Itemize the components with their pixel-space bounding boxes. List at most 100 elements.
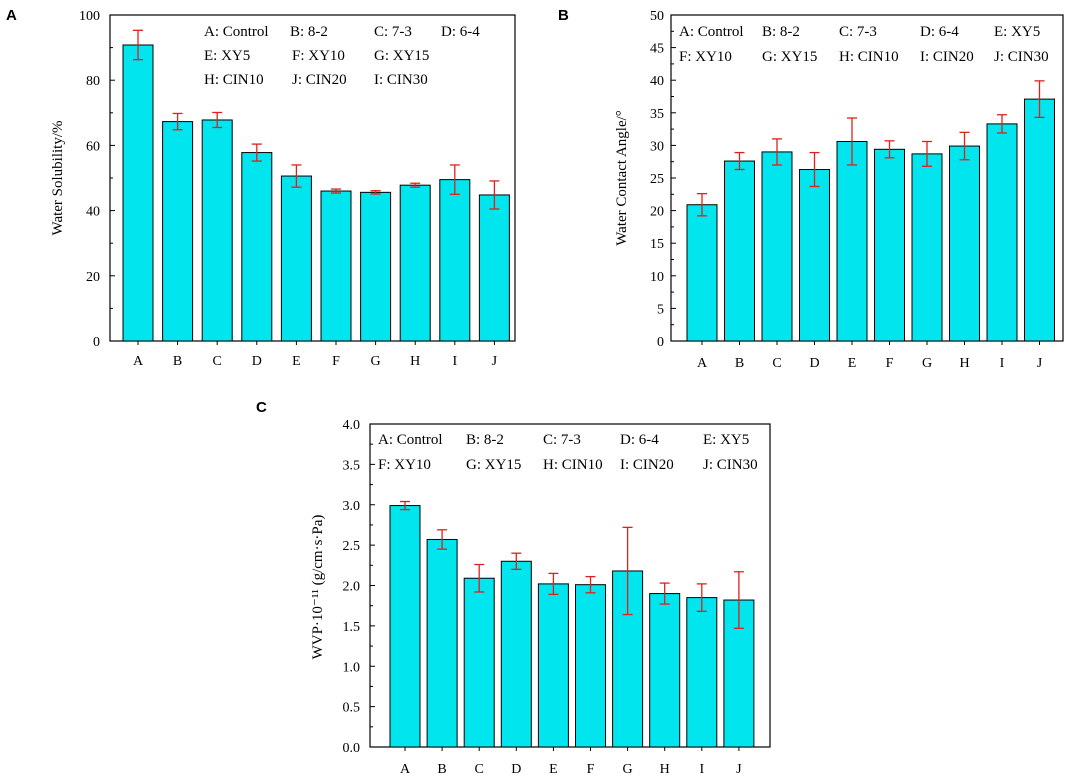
legend-entry: F: XY10: [378, 457, 431, 473]
error-bar-c-a: [400, 500, 410, 511]
x-tick-label: G: [371, 354, 381, 369]
legend-entry: J: CIN30: [703, 457, 758, 473]
y-tick-label: 2.5: [343, 539, 361, 554]
error-bar-a-i: [449, 164, 460, 195]
y-tick-label: 40: [86, 205, 100, 220]
bar-a-b: [162, 121, 194, 342]
legend-entry: H: CIN10: [543, 457, 603, 473]
error-bar-c-j: [733, 571, 744, 629]
bar-a-e: [280, 175, 312, 342]
legend-entry: C: 7-3: [374, 24, 412, 40]
bar-a-h: [399, 184, 431, 342]
error-bar-a-h: [410, 182, 421, 188]
bar-b-g: [911, 153, 943, 342]
error-bar-b-i: [997, 114, 1007, 134]
legend-entry: A: Control: [378, 432, 443, 448]
bar-c-f: [575, 584, 606, 748]
panel-letter-b: B: [558, 7, 569, 24]
y-ticks-c: 0.0 0.5 1.0 1.5 2.0 2.5 3.0 3.5 4.0: [343, 418, 375, 756]
bars-a: [122, 44, 510, 342]
x-tick-label: C: [213, 354, 222, 369]
x-tick-label: I: [452, 354, 457, 369]
bar-a-c: [201, 119, 233, 342]
legend-entry: E: XY5: [204, 48, 250, 64]
x-tick-label: C: [772, 356, 781, 371]
x-tick-label: G: [922, 356, 932, 371]
bars-c: [389, 505, 755, 748]
error-bar-c-c: [474, 563, 485, 593]
y-tick-label: 30: [650, 139, 664, 154]
y-tick-label: 15: [650, 237, 664, 252]
x-tick-label: G: [623, 762, 633, 777]
bar-c-i: [686, 597, 718, 748]
legend-entry: A: Control: [204, 24, 269, 40]
y-tick-label: 60: [86, 139, 100, 154]
bar-b-a: [686, 204, 718, 342]
bar-a-i: [439, 179, 471, 342]
error-bar-b-c: [772, 138, 782, 166]
x-tick-label: I: [1000, 356, 1005, 371]
error-bar-b-d: [809, 151, 820, 188]
y-tick-label: 100: [79, 9, 100, 24]
x-tick-label: F: [587, 762, 595, 777]
panel-letter-c: C: [256, 399, 267, 416]
x-tick-label: B: [437, 762, 446, 777]
legend-b: A: Control B: 8-2 C: 7-3 D: 6-4 E: XY5 F…: [679, 24, 1049, 65]
x-tick-label: A: [133, 354, 144, 369]
x-tick-label: J: [736, 762, 742, 777]
y-tick-label: 25: [650, 172, 664, 187]
y-tick-label: 2.0: [343, 580, 361, 595]
bar-c-e: [537, 583, 569, 748]
bar-b-b: [724, 160, 755, 342]
y-ticks-b: 0 5 10 15 20 25 30 35 40 45 50: [650, 9, 676, 350]
legend-entry: J: CIN20: [292, 72, 347, 88]
y-tick-label: 0: [657, 335, 664, 350]
error-bar-c-b: [437, 529, 448, 550]
x-tick-label: E: [549, 762, 558, 777]
bar-b-d: [799, 169, 830, 342]
bar-c-c: [463, 577, 495, 748]
legend-entry: G: XY15: [762, 49, 817, 65]
x-tick-label: F: [886, 356, 894, 371]
chart-panel-a: A Water Solubility/% 0 20 40 60 80 100 A B C D E F…: [6, 7, 516, 369]
error-bar-a-d: [251, 143, 262, 162]
x-tick-label: A: [697, 356, 708, 371]
x-tick-label: I: [699, 762, 704, 777]
bar-c-d: [500, 560, 532, 748]
y-tick-label: 40: [650, 74, 664, 89]
error-bar-a-e: [291, 164, 302, 188]
y-tick-label: 4.0: [343, 418, 361, 433]
error-bars-b: [697, 80, 1045, 217]
bar-b-e: [836, 140, 868, 342]
y-axis-title-b: Water Contact Angle/°: [614, 110, 630, 246]
y-tick-label: 0: [93, 335, 100, 350]
bar-a-d: [241, 152, 273, 342]
x-ticks-c: A B C D E F G H I J: [400, 747, 742, 777]
error-bar-c-i: [696, 583, 707, 612]
error-bar-b-a: [697, 192, 707, 217]
error-bar-b-e: [847, 117, 857, 166]
x-tick-label: E: [292, 354, 301, 369]
x-tick-label: H: [660, 762, 670, 777]
bar-b-i: [986, 123, 1018, 342]
y-tick-label: 5: [657, 302, 664, 317]
x-ticks-a: A B C D E F G H I J: [133, 341, 498, 369]
x-tick-label: F: [332, 354, 340, 369]
legend-entry: D: 6-4: [920, 24, 959, 40]
y-tick-label: 50: [650, 9, 664, 24]
bar-c-h: [649, 593, 681, 748]
legend-entry: H: CIN10: [839, 49, 899, 65]
legend-entry: G: XY15: [466, 457, 521, 473]
y-axis-title-a: Water Solubility/%: [50, 120, 66, 235]
bar-a-f: [320, 190, 352, 342]
error-bar-b-j: [1034, 80, 1045, 119]
y-tick-label: 3.5: [343, 458, 361, 473]
x-ticks-b: A B C D E F G H I J: [697, 341, 1043, 371]
legend-entry: C: 7-3: [543, 432, 581, 448]
error-bar-a-a: [133, 29, 143, 61]
chart-panel-c: C WVP·10⁻¹¹ (g/cm·s·Pa) 0.0 0.5 1.0 1.5 2.0 2…: [256, 399, 771, 777]
bar-b-j: [1024, 98, 1055, 342]
bar-a-g: [360, 191, 392, 342]
error-bar-a-b: [172, 112, 183, 131]
bar-c-a: [389, 505, 421, 748]
